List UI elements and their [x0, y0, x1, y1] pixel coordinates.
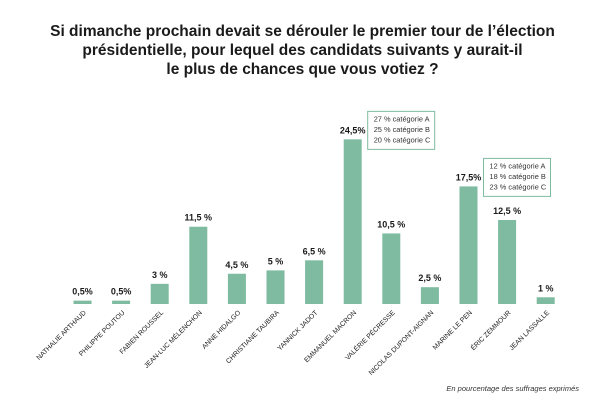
category-label: ÉRIC ZEMMOUR — [468, 308, 512, 352]
category-label: ANNE HIDALGO — [201, 309, 242, 350]
annotation-text: 25 % catégorie B — [374, 125, 430, 134]
chart-title-line: présidentielle, pour lequel des candidat… — [82, 42, 523, 59]
data-label: 5 % — [268, 256, 284, 266]
data-label: 6,5 % — [303, 246, 326, 256]
bar — [73, 300, 92, 304]
bar — [382, 233, 401, 304]
data-label: 4,5 % — [225, 260, 248, 270]
bar — [112, 300, 131, 304]
annotation-text: 23 % catégorie C — [490, 182, 547, 191]
annotation-text: 18 % catégorie B — [490, 172, 546, 181]
data-label: 24,5% — [340, 125, 366, 135]
category-label: YANNICK JADOT — [276, 309, 319, 352]
annotation-box — [483, 157, 551, 197]
data-label: 2,5 % — [418, 273, 441, 283]
bar — [498, 220, 517, 304]
data-label: 17,5% — [456, 172, 482, 182]
annotation-text: 12 % catégorie A — [490, 161, 546, 170]
data-label: 3 % — [152, 270, 168, 280]
category-label: JEAN LASSALLE — [508, 309, 551, 352]
annotation-box — [367, 110, 436, 150]
chart-title: Si dimanche prochain devait se dérouler … — [0, 22, 605, 79]
data-label: 11,5 % — [185, 213, 213, 223]
data-label: 0,5% — [111, 287, 132, 297]
bar — [266, 270, 285, 304]
data-label: 12,5 % — [493, 206, 521, 216]
bar — [420, 287, 439, 304]
data-label: 0,5% — [72, 287, 93, 297]
annotation-text: 27 % catégorie A — [374, 114, 430, 123]
footnote: En pourcentage des suffrages exprimés — [446, 384, 579, 393]
bar — [459, 186, 478, 304]
data-label: 1 % — [538, 283, 554, 293]
chart-title-line: le plus de chances que vous votiez ? — [166, 61, 439, 78]
bar — [150, 283, 169, 304]
annotation-text: 20 % catégorie C — [374, 135, 431, 144]
bar — [227, 273, 246, 304]
bar — [536, 297, 555, 304]
category-label: NICOLAS DUPONT-AIGNAN — [368, 309, 436, 377]
bar — [305, 260, 324, 304]
bar — [189, 226, 208, 304]
bar — [343, 139, 362, 304]
chart-title-line: Si dimanche prochain devait se dérouler … — [50, 23, 555, 40]
category-label: MARINE LE PEN — [432, 309, 474, 351]
data-label: 10,5 % — [377, 219, 405, 229]
